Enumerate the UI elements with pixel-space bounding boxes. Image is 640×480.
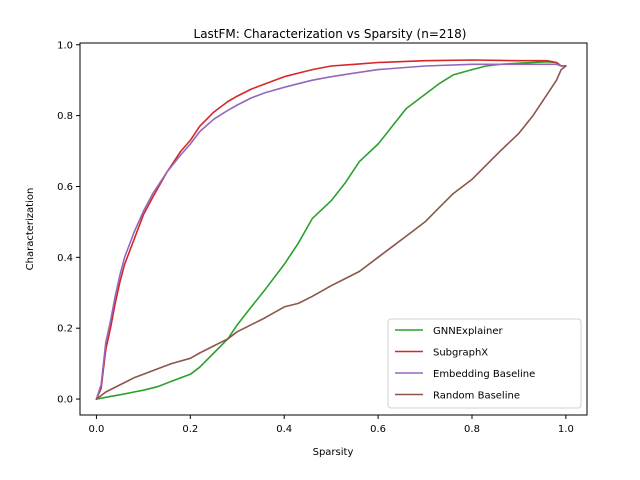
y-tick-label: 0.0 [57, 395, 73, 406]
legend-items: GNNExplainer SubgraphX Embedding Baseline R… [395, 326, 535, 402]
y-tick-label: 1.0 [57, 40, 73, 51]
x-axis-label: Sparsity [313, 447, 354, 458]
x-tick-label: 0.4 [276, 424, 292, 435]
x-tick-label: 0.8 [464, 424, 480, 435]
legend: GNNExplainer SubgraphX Embedding Baseline R… [387, 318, 582, 409]
legend-box [387, 318, 582, 409]
legend-label: GNNExplainer [433, 326, 503, 337]
y-tick-label: 0.6 [57, 182, 73, 193]
x-tick-label: 0.6 [370, 424, 386, 435]
x-tick-label: 0.2 [182, 424, 198, 435]
chart-title: LastFM: Characterization vs Sparsity (n=… [194, 27, 467, 41]
y-axis-ticks: 0.0 0.2 0.4 0.6 0.8 1.0 [57, 40, 80, 406]
y-tick-label: 0.8 [57, 111, 73, 122]
series-line-random-baseline [95, 65, 567, 400]
y-tick-label: 0.4 [57, 253, 73, 264]
legend-label: Random Baseline [433, 391, 520, 402]
series-line-embedding-baseline [95, 63, 567, 400]
legend-label: SubgraphX [433, 348, 488, 359]
y-axis-label: Characterization [25, 188, 36, 271]
y-tick-label: 0.2 [57, 324, 73, 335]
legend-label: Embedding Baseline [433, 369, 535, 380]
x-axis-ticks: 0.0 0.2 0.4 0.6 0.8 1.0 [88, 415, 574, 435]
axes-spines [79, 42, 588, 416]
x-tick-label: 0.0 [88, 424, 104, 435]
series-group [95, 59, 567, 400]
x-tick-label: 1.0 [558, 424, 574, 435]
series-line-subgraphx [95, 59, 567, 400]
